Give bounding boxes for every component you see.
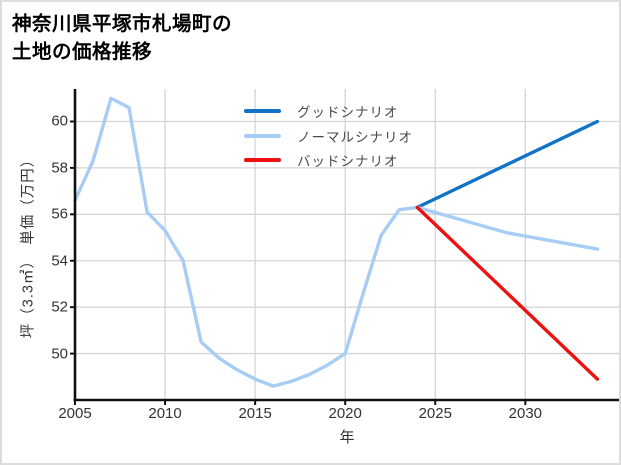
y-tick-label: 50 — [51, 345, 68, 363]
legend-label: グッドシナリオ — [297, 105, 399, 121]
series-line — [415, 205, 600, 381]
series-line — [73, 96, 419, 388]
x-tick-label: 2015 — [238, 405, 272, 422]
x-tick-label: 2030 — [508, 405, 543, 422]
legend-label: ノーマルシナリオ — [297, 129, 413, 145]
legend-line-swatch — [244, 109, 281, 114]
legend-label: バッドシナリオ — [297, 154, 399, 170]
chart-title-line2: 土地の価格推移 — [12, 41, 153, 63]
legend-item: グッドシナリオ — [244, 99, 413, 124]
y-tick-label: 58 — [51, 159, 68, 177]
y-tick-label: 54 — [51, 252, 68, 270]
legend-line-swatch — [244, 158, 281, 163]
x-tick-label: 2020 — [328, 405, 362, 422]
x-tick-label: 2005 — [58, 405, 92, 422]
series-line — [415, 119, 600, 210]
legend-item: ノーマルシナリオ — [244, 124, 413, 149]
legend-line-swatch — [244, 133, 281, 138]
x-axis-label: 年 — [339, 429, 355, 446]
y-tick-label: 60 — [51, 112, 68, 130]
series-line — [415, 205, 600, 251]
chart-title-line1: 神奈川県平塚市札場町の — [12, 13, 233, 35]
x-tick-label: 2010 — [148, 405, 182, 422]
legend: グッドシナリオ ノーマルシナリオ バッドシナリオ — [244, 99, 413, 173]
y-tick-label: 52 — [51, 298, 68, 316]
chart-title: 神奈川県平塚市札場町の 土地の価格推移 — [12, 10, 232, 66]
x-tick-label: 2025 — [418, 405, 452, 422]
y-axis-label: 坪（3.3㎡） 単価（万円） — [20, 151, 37, 339]
legend-item: バッドシナリオ — [244, 148, 413, 173]
y-tick-label: 56 — [51, 205, 68, 223]
